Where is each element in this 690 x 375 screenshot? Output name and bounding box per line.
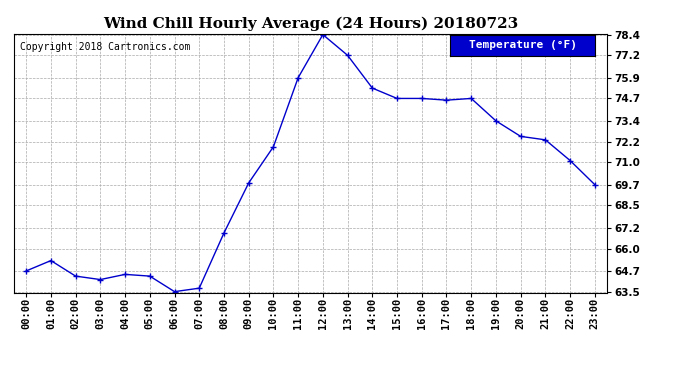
Title: Wind Chill Hourly Average (24 Hours) 20180723: Wind Chill Hourly Average (24 Hours) 201… [103,17,518,31]
Text: Copyright 2018 Cartronics.com: Copyright 2018 Cartronics.com [20,42,190,51]
